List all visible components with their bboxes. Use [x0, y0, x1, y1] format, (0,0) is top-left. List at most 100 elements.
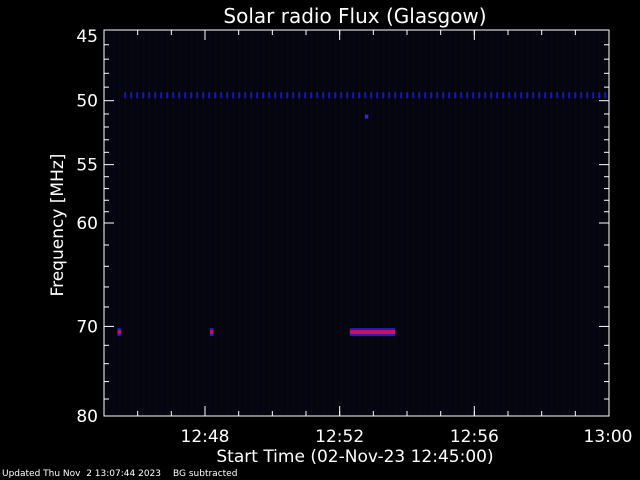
noise-stripe	[413, 32, 414, 414]
y-axis-label: Frequency [MHz]	[48, 154, 68, 297]
band-segment	[298, 92, 301, 99]
y-axis-ticks: 45 50 55 60 70 80	[76, 27, 609, 427]
band-segment	[262, 92, 265, 99]
burst-core	[210, 330, 214, 335]
plot-background	[104, 30, 609, 416]
noise-stripe	[587, 32, 588, 414]
noise-stripe	[557, 32, 558, 414]
noise-stripe	[359, 32, 360, 414]
band-segment	[316, 92, 319, 99]
band-segment	[142, 92, 145, 99]
noise-stripe	[449, 32, 450, 414]
band-segment	[352, 92, 355, 99]
noise-stripe	[569, 32, 570, 414]
band-segment	[394, 92, 397, 99]
noise-stripe	[419, 32, 420, 414]
y-tick-label: 55	[76, 156, 98, 176]
noise-stripe	[341, 32, 342, 414]
band-segment	[448, 92, 451, 99]
burst-feature	[117, 328, 121, 337]
noise-stripe	[515, 32, 516, 414]
x-tick-label: 12:56	[450, 427, 499, 447]
noise-stripe	[143, 32, 144, 414]
noise-stripe	[215, 32, 216, 414]
band-segment	[328, 92, 331, 99]
band-segment	[340, 92, 343, 99]
noise-stripe	[347, 32, 348, 414]
band-segment	[502, 92, 505, 99]
footer-status: Updated Thu Nov 2 13:07:44 2023 BG subtra…	[2, 469, 249, 479]
band-segment	[172, 92, 175, 99]
noise-stripe	[527, 32, 528, 414]
band-segment	[562, 92, 565, 99]
band-segment	[250, 92, 253, 99]
band-segment	[202, 92, 205, 99]
noise-stripe	[425, 32, 426, 414]
noise-stripe	[395, 32, 396, 414]
band-feature	[124, 92, 607, 99]
noise-stripe	[443, 32, 444, 414]
noise-stripe	[533, 32, 534, 414]
x-tick-label: 12:48	[181, 427, 230, 447]
noise-stripe	[407, 32, 408, 414]
band-segment	[190, 92, 193, 99]
band-segment	[220, 92, 223, 99]
band-segment	[544, 92, 547, 99]
band-segment	[436, 92, 439, 99]
band-segment	[286, 92, 289, 99]
noise-stripe	[521, 32, 522, 414]
band-segment	[514, 92, 517, 99]
band-segment	[136, 92, 139, 99]
bg-subtracted-note: BG subtracted	[173, 469, 238, 479]
noise-stripe	[203, 32, 204, 414]
noise-stripe	[197, 32, 198, 414]
y-tick-label: 70	[76, 317, 98, 337]
noise-stripe	[263, 32, 264, 414]
noise-stripe	[239, 32, 240, 414]
band-segment	[466, 92, 469, 99]
band-segment	[598, 92, 601, 99]
noise-stripe	[473, 32, 474, 414]
noise-stripe	[371, 32, 372, 414]
x-tick-label: 13:00	[584, 427, 633, 447]
noise-stripe	[317, 32, 318, 414]
burst-core	[117, 330, 121, 335]
noise-stripe	[311, 32, 312, 414]
band-segment	[178, 92, 181, 99]
band-segment	[184, 92, 187, 99]
band-segment	[400, 92, 403, 99]
band-segment	[442, 92, 445, 99]
band-segment	[124, 92, 127, 99]
noise-stripe	[455, 32, 456, 414]
band-segment	[232, 92, 235, 99]
band-segment	[550, 92, 553, 99]
x-axis-label: Start Time (02-Nov-23 12:45:00)	[216, 447, 493, 467]
dot-feature	[364, 114, 369, 119]
noise-stripe	[335, 32, 336, 414]
band-segment	[574, 92, 577, 99]
noise-stripe	[275, 32, 276, 414]
x-tick-label: 12:52	[315, 427, 364, 447]
band-segment	[358, 92, 361, 99]
noise-stripe	[497, 32, 498, 414]
band-segment	[322, 92, 325, 99]
noise-stripe	[467, 32, 468, 414]
band-segment	[496, 92, 499, 99]
noise-stripe	[365, 32, 366, 414]
noise-texture	[107, 32, 606, 414]
y-tick-label: 45	[76, 27, 98, 47]
noise-stripe	[137, 32, 138, 414]
band-segment	[130, 92, 133, 99]
noise-stripe	[251, 32, 252, 414]
noise-stripe	[287, 32, 288, 414]
noise-stripe	[377, 32, 378, 414]
band-segment	[586, 92, 589, 99]
band-segment	[382, 92, 385, 99]
noise-stripe	[581, 32, 582, 414]
band-segment	[460, 92, 463, 99]
band-segment	[520, 92, 523, 99]
band-segment	[532, 92, 535, 99]
noise-stripe	[539, 32, 540, 414]
band-segment	[472, 92, 475, 99]
